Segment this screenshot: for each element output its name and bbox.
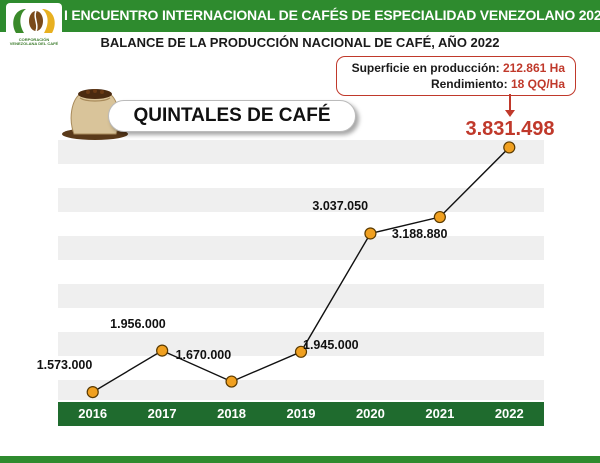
logo: CORPORACIÓN VENEZOLANA DEL CAFÉ [6, 3, 62, 47]
x-axis-bar [58, 402, 544, 426]
yield-value: 18 QQ/Ha [510, 77, 565, 91]
yield-label: Rendimiento: [430, 77, 511, 91]
data-label: 1.573.000 [36, 358, 93, 373]
x-tick-label: 2020 [355, 406, 385, 421]
data-label: 3.188.880 [391, 227, 448, 242]
logo-text: CORPORACIÓN VENEZOLANA DEL CAFÉ [9, 37, 59, 46]
data-point [294, 345, 308, 358]
data-label: 1.956.000 [110, 316, 166, 331]
chart-label: QUINTALES DE CAFÉ [133, 105, 331, 126]
footer-bar [0, 456, 600, 463]
surface-label: Superficie en producción: [351, 61, 503, 75]
x-tick-label: 2021 [425, 406, 455, 421]
data-label: 1.945.000 [303, 337, 359, 352]
data-point [364, 227, 377, 240]
data-point [86, 385, 99, 399]
header-title: I ENCUENTRO INTERNACIONAL DE CAFÉS DE ES… [64, 7, 600, 23]
header-bar [0, 0, 600, 32]
highlight-value: 3.831.498 [465, 118, 555, 140]
data-label: 3.037.050 [312, 199, 369, 214]
arrow-down-icon [505, 110, 515, 117]
x-tick-label: 2018 [217, 406, 247, 421]
coffee-logo-icon [13, 9, 55, 33]
chart-label-pill: QUINTALES DE CAFÉ [108, 100, 356, 132]
coffee-sack-icon [62, 89, 128, 140]
grid-band [58, 236, 544, 260]
grid-band [58, 380, 544, 400]
x-tick-label: 2019 [286, 406, 316, 421]
surface-value: 212.861 Ha [502, 61, 565, 75]
yield-info: Rendimiento: 18 QQ/Ha [431, 77, 565, 91]
grid-band [58, 188, 544, 212]
info-box: Superficie en producción: 212.861 Ha Ren… [336, 56, 576, 96]
x-tick-label: 2022 [494, 406, 524, 421]
x-tick-label: 2017 [147, 406, 177, 421]
arrow-line [509, 94, 511, 112]
data-point [225, 375, 238, 388]
grid-band [58, 140, 544, 164]
x-tick-label: 2016 [78, 406, 108, 421]
chart-subtitle: BALANCE DE LA PRODUCCIÓN NACIONAL DE CAF… [100, 35, 500, 50]
data-point [156, 344, 169, 357]
data-point [433, 210, 446, 224]
data-label: 1.670.000 [175, 347, 232, 362]
data-point [503, 141, 516, 154]
surface-info: Superficie en producción: 212.861 Ha [352, 61, 565, 75]
grid-band [58, 284, 544, 308]
